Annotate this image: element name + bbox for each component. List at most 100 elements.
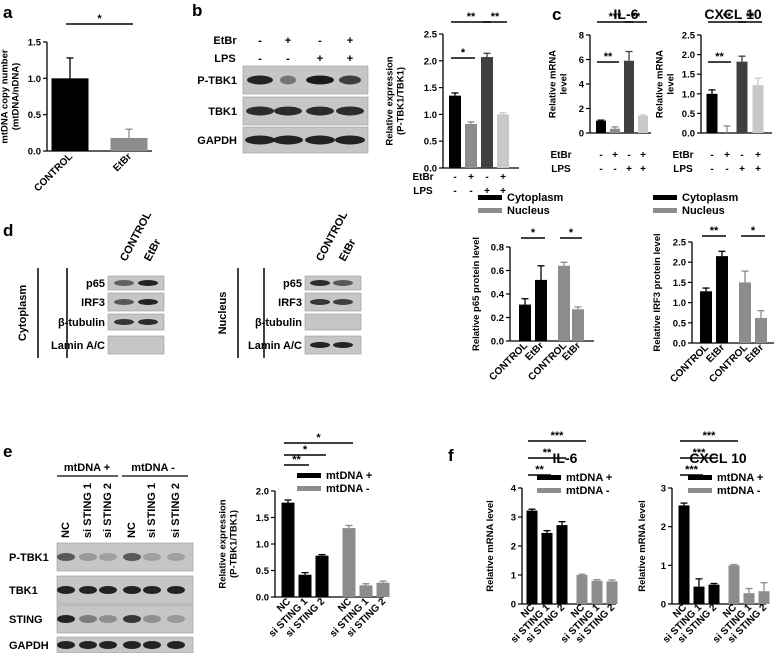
y-tick-label: 0.0: [28, 147, 41, 158]
bar: [606, 581, 618, 604]
bar: [556, 525, 568, 604]
blot-lane-label: si STING 1: [146, 483, 158, 538]
y-tick-label: 1.0: [256, 540, 269, 551]
blot-band: [123, 553, 141, 561]
blot-lane-label: si STING 2: [102, 483, 114, 538]
condition-sign: -: [627, 150, 630, 161]
significance-label: ***: [685, 464, 699, 476]
bar: [535, 279, 547, 341]
blot-band: [306, 106, 334, 116]
legend-label: mtDNA +: [326, 470, 372, 482]
blot-band: [280, 75, 296, 85]
blot-band-label: P-TBK1: [9, 552, 49, 564]
condition-sign: -: [740, 150, 743, 161]
y-axis-label: Relative expression: [385, 56, 396, 145]
blot-band: [310, 342, 330, 348]
bar: [465, 124, 477, 168]
blot-band: [143, 586, 161, 594]
blot-band: [245, 135, 275, 145]
blot-band: [333, 342, 353, 348]
blot-band-label: p65: [283, 278, 302, 290]
bar: [558, 265, 570, 341]
significance-label: ***: [551, 430, 565, 442]
y-tick-label: 0: [661, 600, 666, 611]
significance-label: **: [491, 11, 500, 23]
legend-label: Cytoplasm: [507, 192, 563, 204]
significance-label: *: [751, 225, 756, 237]
bar: [706, 93, 718, 133]
condition-sign: +: [626, 164, 632, 175]
significance-label: **: [746, 11, 755, 23]
blot-band: [339, 75, 361, 85]
blot-header-sign: +: [285, 35, 291, 47]
y-axis-label: Relative mRNA: [655, 50, 666, 118]
bar: [743, 593, 755, 604]
significance-label: **: [292, 454, 301, 466]
blot-band: [138, 280, 158, 286]
blot-band: [99, 641, 117, 649]
condition-sign: -: [725, 164, 728, 175]
blot-band: [333, 280, 353, 286]
legend-label: mtDNA -: [717, 485, 761, 497]
legend-swatch: [478, 195, 502, 200]
blot-strip: [107, 275, 165, 291]
category-label: EtBr: [743, 342, 766, 365]
y-tick-label: 1.5: [682, 70, 696, 81]
bar: [638, 115, 648, 133]
significance-label: **: [543, 447, 552, 459]
blot-band-label: Lamin A/C: [51, 340, 105, 352]
legend-swatch: [653, 195, 677, 200]
condition-sign: +: [468, 172, 474, 183]
blot-strip: [107, 313, 165, 331]
blot-band: [167, 615, 185, 623]
significance-label: **: [710, 225, 719, 237]
condition-label: EtBr: [550, 150, 571, 161]
y-tick-label: 1: [511, 571, 517, 582]
bar: [281, 502, 295, 597]
bar: [526, 510, 538, 604]
bar: [449, 95, 461, 168]
legend-label: Nucleus: [682, 205, 725, 217]
blot-band-label: GAPDH: [9, 640, 49, 652]
blot-e: mtDNA + mtDNA - NC si STING 1 si STING 2 NC si…: [9, 462, 194, 653]
condition-label: EtBr: [412, 172, 433, 183]
y-tick-label: 1.0: [28, 74, 41, 85]
y-tick-label: 0.4: [491, 290, 505, 301]
legend-swatch: [688, 475, 712, 480]
significance-label: **: [632, 11, 641, 23]
condition-sign: +: [500, 172, 506, 183]
blot-band: [79, 615, 97, 623]
chart-e: 0.0 0.5 1.0 1.5 2.0 Relative expression (P-TBK…: [218, 432, 390, 639]
condition-sign: -: [453, 186, 456, 197]
blot-band-label: IRF3: [278, 297, 302, 309]
blot-band-label: β-tubulin: [255, 317, 302, 329]
bar: [716, 256, 728, 343]
condition-sign: +: [755, 150, 761, 161]
blot-header-sign: -: [286, 53, 290, 65]
blot-header-label: LPS: [214, 53, 235, 65]
blot-band: [99, 586, 117, 594]
blot-b: EtBr - + - + LPS - - + + P-TBK1 TBK1 GAPDH: [197, 35, 369, 154]
blot-band: [114, 319, 134, 325]
blot-group-label: mtDNA -: [131, 462, 175, 474]
y-tick-label: 0.0: [491, 337, 504, 348]
y-tick-label: 0.0: [424, 164, 437, 175]
blot-band: [57, 641, 75, 649]
y-axis-label: (P-TBK1/TBK1): [396, 67, 407, 135]
chart-title: CXCL 10: [689, 450, 747, 466]
blot-band: [123, 641, 141, 649]
blot-band: [123, 615, 141, 623]
y-tick-label: 0: [579, 129, 584, 140]
blot-band-label: GAPDH: [197, 135, 237, 147]
bar: [51, 78, 89, 151]
blot-d_cyto: CONTROLEtBrCytoplasmp65IRF3β-tubulinLami…: [17, 210, 165, 358]
bar: [110, 137, 148, 151]
chart-b: 0.0 0.5 1.0 1.5 2.0 2.5 Relative expression (P-…: [385, 11, 519, 197]
significance-label: *: [461, 47, 466, 59]
y-tick-label: 2.0: [682, 50, 695, 61]
y-axis-label: Relative mRNA level: [485, 500, 496, 592]
y-tick-label: 0.0: [673, 339, 686, 350]
y-tick-label: 2: [511, 542, 516, 553]
